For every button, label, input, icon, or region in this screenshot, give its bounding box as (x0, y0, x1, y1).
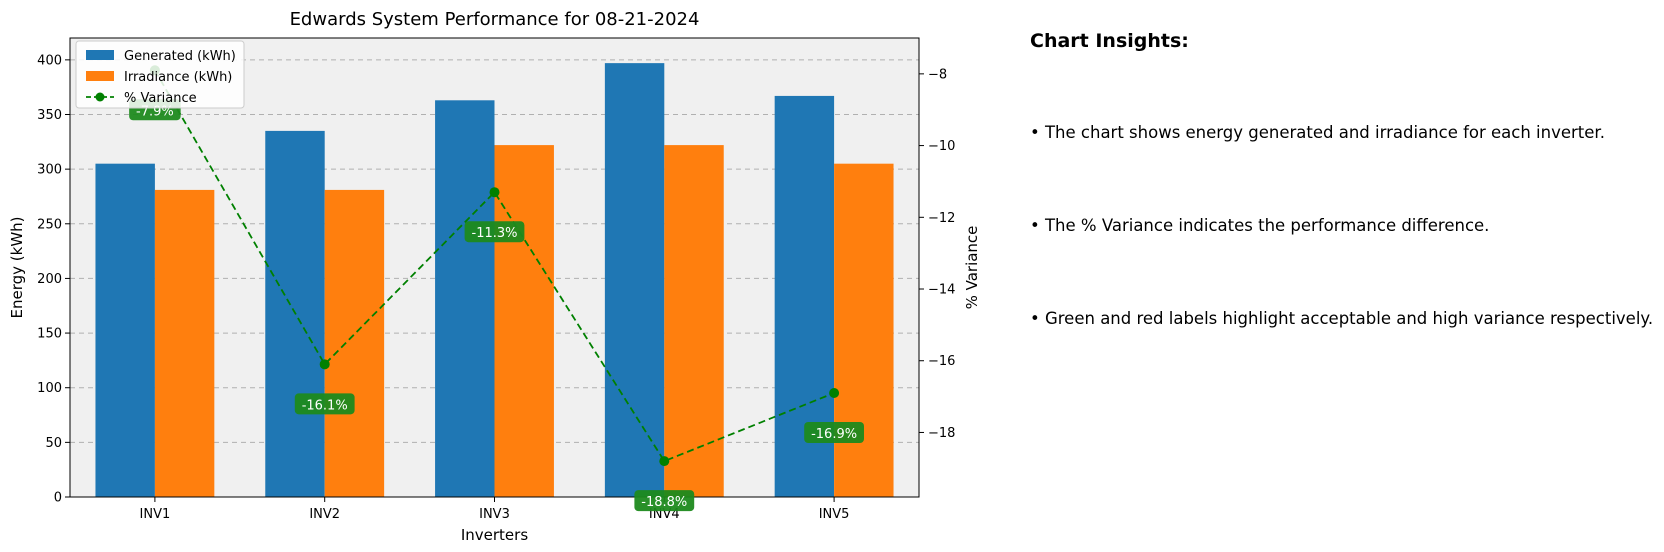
legend-marker (95, 92, 105, 102)
variance-line-group: -7.9%-16.1%-11.3%-18.8%-16.9% (129, 65, 864, 512)
legend-label: Irradiance (kWh) (124, 70, 232, 85)
legend-swatch (86, 50, 114, 60)
bar-generated (604, 63, 665, 498)
legend-box (75, 40, 245, 109)
insights-heading: Chart Insights: (1030, 30, 1189, 52)
y-tick-label: 100 (37, 381, 62, 396)
variance-point (489, 187, 500, 198)
variance-point (319, 359, 330, 370)
legend-swatch (86, 71, 114, 81)
y2-tick-label: −12 (928, 211, 955, 226)
chart-insights-panel: Chart Insights: • The chart shows energy… (1030, 30, 1653, 328)
y2-tick-label: −18 (928, 426, 955, 441)
x-tick-label: INV1 (140, 507, 171, 522)
y2-tick-label: −16 (928, 354, 955, 369)
y-tick-label: 150 (37, 327, 62, 342)
y2-tick-label: −14 (928, 283, 955, 298)
insight-item: • The % Variance indicates the performan… (1030, 216, 1490, 235)
y2-tick-label: −8 (928, 67, 947, 82)
variance-data-label: -16.1% (302, 398, 348, 413)
bar-irradiance (324, 189, 385, 497)
legend-label: % Variance (124, 91, 197, 106)
bar-irradiance (494, 145, 554, 497)
variance-label-badge (294, 393, 355, 415)
variance-label-badge (804, 422, 864, 444)
bar-generated (435, 100, 495, 498)
x-tick-label: INV2 (309, 507, 340, 522)
performance-chart: 0 50 100 150 200 250 300 350 400 −8 −10 −12 −14 −16 −1… (8, 9, 981, 544)
axes-group: 0 50 100 150 200 250 300 350 400 −8 −10 −12 −14 −16 −1… (37, 37, 955, 522)
x-axis-label: Inverters (461, 526, 528, 544)
variance-data-label: -16.9% (811, 427, 857, 442)
bars-group (95, 63, 894, 498)
variance-label-badge (634, 490, 695, 512)
variance-data-label: -18.8% (641, 495, 687, 510)
y-axis-label: Energy (kWh) (8, 216, 26, 318)
y-tick-label: 0 (54, 491, 62, 506)
bar-generated (95, 163, 155, 497)
x-tick-label: INV5 (819, 507, 850, 522)
x-tick-label: INV3 (479, 507, 510, 522)
y2-tick-label: −10 (928, 139, 955, 154)
bar-irradiance (664, 145, 724, 497)
y-tick-label: 350 (37, 108, 62, 123)
chart-title: Edwards System Performance for 08-21-202… (290, 9, 700, 30)
y-tick-label: 400 (37, 53, 62, 68)
insight-item: • Green and red labels highlight accepta… (1030, 309, 1654, 328)
y2-axis-label: % Variance (963, 226, 981, 310)
variance-data-label: -11.3% (472, 226, 518, 241)
insight-item: • The chart shows energy generated and i… (1030, 123, 1605, 142)
legend-label: Generated (kWh) (124, 49, 236, 64)
variance-point (829, 388, 840, 399)
bar-irradiance (834, 163, 894, 497)
y-tick-label: 200 (37, 272, 62, 287)
bar-irradiance (154, 189, 215, 497)
y-tick-label: 300 (37, 163, 62, 178)
variance-line (154, 69, 835, 463)
variance-label-badge (464, 221, 525, 243)
y-tick-label: 250 (37, 217, 62, 232)
variance-point (659, 456, 670, 467)
y-tick-label: 50 (45, 436, 62, 451)
legend: Generated (kWh) Irradiance (kWh) % Varianc… (75, 40, 245, 109)
